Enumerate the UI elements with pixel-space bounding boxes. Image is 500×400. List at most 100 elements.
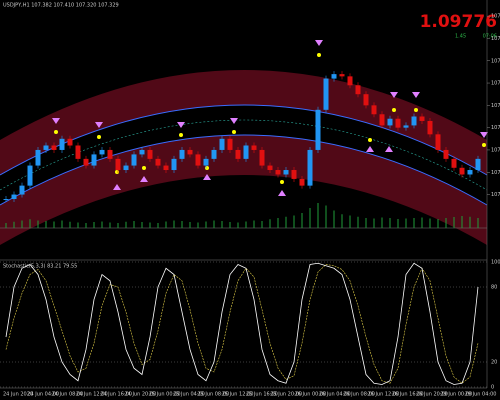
volume-bar — [101, 221, 103, 228]
volume-bar — [213, 220, 215, 228]
candle — [107, 149, 113, 159]
volume-bar — [109, 222, 111, 228]
candle — [75, 145, 81, 159]
volume-bar — [13, 221, 15, 228]
candle — [387, 118, 393, 126]
time-label: 26 Jun 00:00 — [295, 392, 327, 398]
stoch-main-line — [5, 262, 479, 385]
candle — [451, 158, 457, 168]
volume-bar — [301, 213, 303, 228]
time-label: 24 Jun 2020 — [3, 392, 33, 398]
candle — [339, 74, 345, 77]
time-label: 25 Jun 16:00 — [246, 392, 278, 398]
volume-bar — [165, 221, 167, 228]
candle — [315, 109, 321, 150]
volume-bar — [53, 221, 55, 228]
candle — [35, 149, 41, 166]
candle — [99, 149, 105, 155]
candle — [323, 78, 329, 110]
candle — [115, 158, 121, 171]
volume-bar — [469, 216, 471, 228]
sub-right: 07:06 — [483, 34, 497, 40]
volume-bar — [445, 218, 447, 228]
volume-bar — [461, 216, 463, 228]
volume-bar — [173, 220, 175, 228]
volume-bar — [245, 221, 247, 228]
candle — [355, 85, 361, 95]
volume-bar — [349, 215, 351, 228]
candle — [395, 118, 401, 128]
time-label: 24 Jun 08:00 — [52, 392, 84, 398]
stoch-tick-label: 80 — [491, 285, 497, 291]
volume-bar — [309, 208, 311, 228]
volume-bar — [61, 220, 63, 228]
candle — [123, 165, 129, 171]
volume-bar — [21, 220, 23, 228]
volume-bar — [93, 222, 95, 228]
volume-bar — [381, 217, 383, 228]
volume-bar — [205, 221, 207, 228]
volume-bar — [69, 221, 71, 228]
candle — [259, 149, 265, 166]
candle — [411, 116, 417, 126]
lower-line — [0, 134, 488, 206]
candle — [163, 165, 169, 171]
price-tick-label: 107.55 — [491, 103, 500, 109]
candle — [91, 154, 97, 166]
candle — [251, 145, 257, 150]
volume-bar — [389, 218, 391, 228]
candle — [51, 145, 57, 150]
volume-bar — [197, 222, 199, 228]
time-label: 26 Jun 20:00 — [416, 392, 448, 398]
volume-bar — [341, 214, 343, 228]
volume-bar — [125, 221, 127, 228]
signal-dots — [54, 53, 486, 184]
volume-bar — [77, 222, 79, 228]
candle — [203, 158, 209, 166]
volume-bar — [269, 219, 271, 228]
volume-bar — [157, 223, 159, 228]
volume-bar — [229, 222, 231, 228]
price-tick-label: 107.65 — [491, 81, 500, 87]
volume-bar — [357, 216, 359, 228]
stochastic-label: Stochastic(5,3,3) 83.21 79.55 — [3, 264, 77, 270]
volume-bar — [293, 215, 295, 228]
volume-bar — [181, 221, 183, 228]
candle — [275, 170, 281, 175]
volume-bar — [373, 218, 375, 228]
candle — [243, 145, 249, 159]
time-label: 25 Jun 04:00 — [173, 392, 205, 398]
candle — [291, 170, 297, 179]
volume-bar — [253, 220, 255, 228]
volume-bar — [437, 219, 439, 228]
volume-bar — [429, 218, 431, 228]
volume-bar — [149, 222, 151, 228]
volume-bar — [85, 223, 87, 228]
candle — [267, 165, 273, 171]
time-label: 24 Jun 04:00 — [27, 392, 59, 398]
stoch-tick-label: 100 — [491, 260, 500, 266]
volume-bar — [237, 222, 239, 228]
time-label: 24 Jun 12:00 — [76, 392, 108, 398]
time-label: 26 Jun 08:00 — [343, 392, 375, 398]
stoch-tick-label: 0 — [491, 385, 494, 391]
candle — [227, 138, 233, 150]
time-label: 24 Jun 16:00 — [100, 392, 132, 398]
candle — [211, 149, 217, 159]
candle — [3, 199, 9, 201]
volume-bar — [365, 218, 367, 228]
candle — [179, 149, 185, 159]
candle — [11, 194, 17, 200]
candle — [219, 138, 225, 150]
time-label: 29 Jun 04:00 — [465, 392, 497, 398]
volume-bar — [189, 222, 191, 228]
time-label: 24 Jun 20:00 — [125, 392, 157, 398]
volume-bar — [117, 223, 119, 228]
sub-left: 1.45 — [455, 34, 466, 40]
volume-bar — [405, 218, 407, 228]
time-label: 26 Jun 16:00 — [392, 392, 424, 398]
candle — [139, 149, 145, 155]
candle — [299, 178, 305, 186]
volume-bar — [397, 219, 399, 228]
